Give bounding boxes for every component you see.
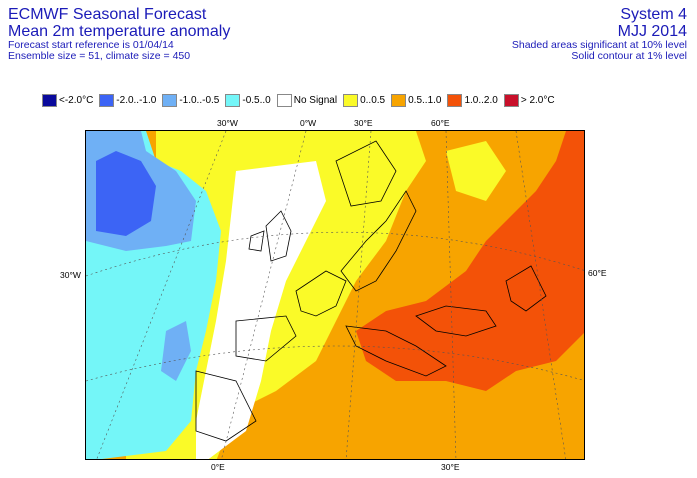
- lon-label-bottom: 30°E: [441, 462, 460, 472]
- lon-label-top: 30°W: [217, 118, 238, 128]
- legend-label: <-2.0°C: [59, 94, 94, 106]
- lon-label-top: 30°E: [354, 118, 373, 128]
- legend-item: <-2.0°C: [42, 93, 94, 107]
- forecast-start: Forecast start reference is 01/04/14: [8, 39, 174, 51]
- system-version: System 4: [620, 6, 687, 23]
- title-block-right: System 4 MJJ 2014 Shaded areas significa…: [512, 6, 687, 62]
- lon-label-top: 0°W: [300, 118, 317, 128]
- legend-label: No Signal: [293, 94, 338, 106]
- lon-label-bottom: 0°E: [211, 462, 225, 472]
- legend-label: > 2.0°C: [520, 94, 555, 106]
- anomaly-field-neg1.0-neg0.5-south: [161, 321, 191, 381]
- legend-item: -1.0..-0.5: [162, 93, 220, 107]
- lat-label-left: 30°W: [60, 270, 81, 280]
- legend-item: No Signal: [276, 93, 338, 107]
- legend-swatch: [503, 93, 519, 107]
- variable-title: Mean 2m temperature anomaly: [8, 23, 231, 40]
- legend-swatch: [99, 93, 115, 107]
- legend-label: -0.5..0: [242, 94, 271, 106]
- legend-swatch: [162, 93, 178, 107]
- lon-label-top: 60°E: [431, 118, 450, 128]
- legend-label: 0.5..1.0: [408, 94, 442, 106]
- anomaly-field-1.0-2.0: [356, 131, 584, 391]
- forecast-period: MJJ 2014: [617, 23, 687, 40]
- contour-note: Solid contour at 1% level: [571, 50, 687, 62]
- legend-item: 1.0..2.0: [447, 93, 498, 107]
- legend-swatch: [391, 93, 407, 107]
- legend-item: -0.5..0: [225, 93, 271, 107]
- title-block-left: ECMWF Seasonal Forecast Mean 2m temperat…: [8, 6, 230, 62]
- legend-item: 0.5..1.0: [391, 93, 442, 107]
- legend-label: -2.0..-1.0: [116, 94, 157, 106]
- anomaly-map: [85, 130, 585, 460]
- legend-label: -1.0..-0.5: [179, 94, 220, 106]
- legend-swatch: [276, 93, 292, 107]
- anomaly-field-0-0.5-east: [446, 141, 506, 201]
- legend-label: 1.0..2.0: [464, 94, 498, 106]
- product-title: ECMWF Seasonal Forecast: [8, 6, 207, 23]
- legend-swatch: [225, 93, 241, 107]
- legend-item: 0..0.5: [343, 93, 386, 107]
- ensemble-size: Ensemble size = 51, climate size = 450: [8, 50, 191, 62]
- legend-label: 0..0.5: [360, 94, 386, 106]
- legend-swatch: [447, 93, 463, 107]
- legend-item: -2.0..-1.0: [99, 93, 157, 107]
- coastlines: [195, 140, 547, 442]
- legend-swatch: [42, 93, 57, 107]
- legend-swatch: [343, 93, 359, 107]
- graticule: [86, 131, 584, 459]
- anomaly-field-neg2.0-neg1.0: [96, 151, 156, 236]
- lat-label-right: 60°E: [588, 268, 607, 278]
- color-legend: <-2.0°C -2.0..-1.0 -1.0..-0.5 -0.5..0 No…: [42, 92, 561, 108]
- anomaly-field-no-signal: [196, 161, 326, 459]
- legend-item: > 2.0°C: [503, 93, 555, 107]
- map-canvas: [86, 131, 584, 459]
- shading-note: Shaded areas significant at 10% level: [511, 39, 687, 51]
